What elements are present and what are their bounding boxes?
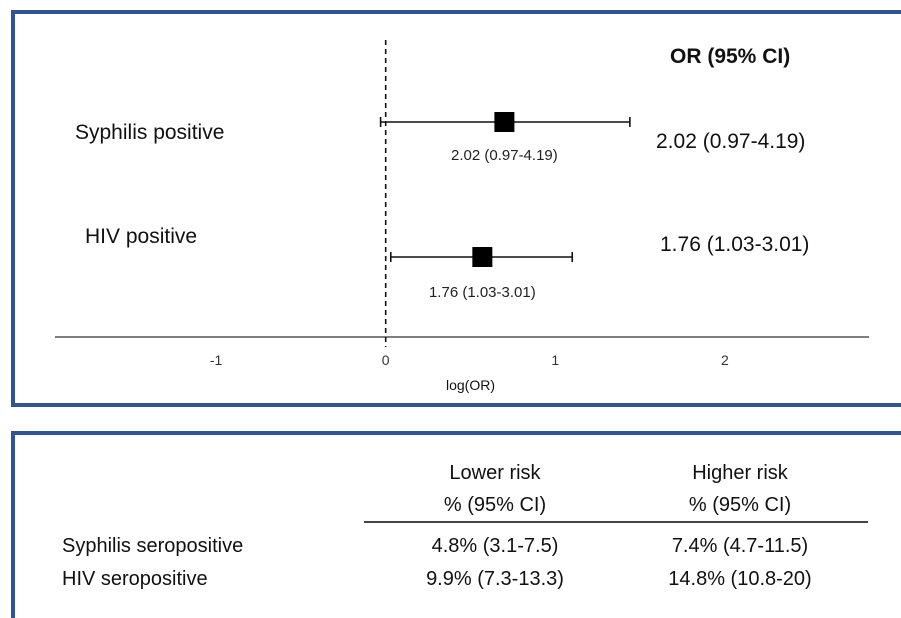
- table-row-label-hiv: HIV seropositive: [62, 568, 208, 590]
- table-cell-syphilis-higher: 7.4% (4.7-11.5): [671, 535, 809, 557]
- x-tick-label: 1: [551, 352, 559, 368]
- or-column-header: OR (95% CI): [670, 45, 791, 68]
- table-cell-syphilis-lower: 4.8% (3.1-7.5): [431, 535, 559, 557]
- or-value-hiv: 1.76 (1.03-3.01): [660, 233, 810, 256]
- point-estimate: [494, 112, 515, 132]
- point-estimate: [472, 247, 493, 267]
- table-header-rule: [364, 521, 868, 523]
- estimate-annotation: 2.02 (0.97-4.19): [451, 147, 558, 164]
- header-lower-risk: Lower risk: [449, 462, 541, 484]
- or-value-syphilis: 2.02 (0.97-4.19): [656, 130, 806, 153]
- x-tick-label: 0: [382, 352, 390, 368]
- table-cell-hiv-lower: 9.9% (7.3-13.3): [426, 568, 564, 590]
- row-label-syphilis: Syphilis positive: [75, 121, 225, 144]
- estimate-annotation: 1.76 (1.03-3.01): [429, 284, 536, 301]
- table-cell-hiv-higher: 14.8% (10.8-20): [668, 568, 812, 590]
- header-lower-risk-ci: % (95% CI): [443, 494, 547, 516]
- header-higher-risk: Higher risk: [692, 462, 788, 484]
- forest-plot: -1 0 1 2 log(OR) 2.02 (0.97-4.19) 1.76 (1.03-…: [55, 40, 869, 393]
- forest-marks: 2.02 (0.97-4.19) 1.76 (1.03-3.01): [379, 40, 631, 347]
- x-axis: -1 0 1 2 log(OR): [55, 336, 869, 393]
- header-higher-risk-ci: % (95% CI): [688, 494, 792, 516]
- x-tick-label: -1: [210, 352, 223, 368]
- forest-plot-panel: [11, 10, 901, 407]
- row-label-hiv: HIV positive: [85, 225, 198, 248]
- x-axis-title: log(OR): [446, 377, 495, 393]
- table-row-label-syphilis: Syphilis seropositive: [62, 535, 244, 557]
- x-tick-label: 2: [721, 352, 729, 368]
- risk-table-panel: [11, 431, 901, 618]
